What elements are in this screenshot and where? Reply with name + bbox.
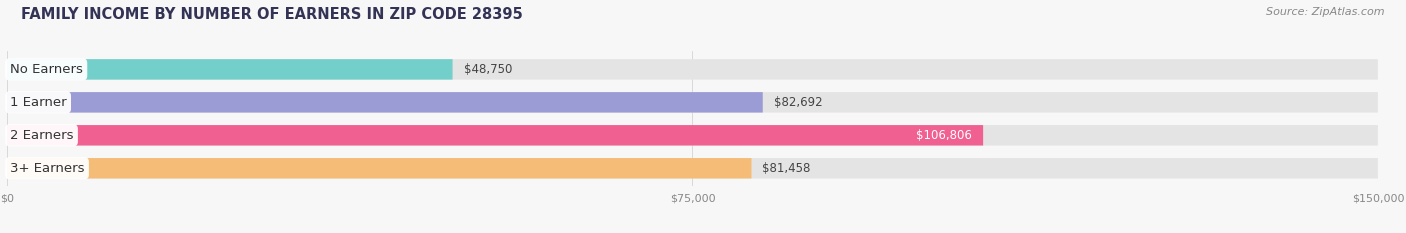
Text: $81,458: $81,458 [762, 162, 811, 175]
FancyBboxPatch shape [7, 92, 762, 113]
Text: 1 Earner: 1 Earner [10, 96, 66, 109]
FancyBboxPatch shape [7, 158, 1378, 178]
FancyBboxPatch shape [7, 59, 453, 80]
Text: 2 Earners: 2 Earners [10, 129, 73, 142]
Text: 3+ Earners: 3+ Earners [10, 162, 84, 175]
Text: $48,750: $48,750 [464, 63, 512, 76]
FancyBboxPatch shape [7, 92, 1378, 113]
FancyBboxPatch shape [7, 59, 1378, 80]
Text: Source: ZipAtlas.com: Source: ZipAtlas.com [1267, 7, 1385, 17]
Text: $106,806: $106,806 [917, 129, 972, 142]
FancyBboxPatch shape [7, 125, 983, 146]
Text: $82,692: $82,692 [773, 96, 823, 109]
FancyBboxPatch shape [7, 158, 751, 178]
FancyBboxPatch shape [7, 125, 1378, 146]
Text: No Earners: No Earners [10, 63, 83, 76]
Text: FAMILY INCOME BY NUMBER OF EARNERS IN ZIP CODE 28395: FAMILY INCOME BY NUMBER OF EARNERS IN ZI… [21, 7, 523, 22]
